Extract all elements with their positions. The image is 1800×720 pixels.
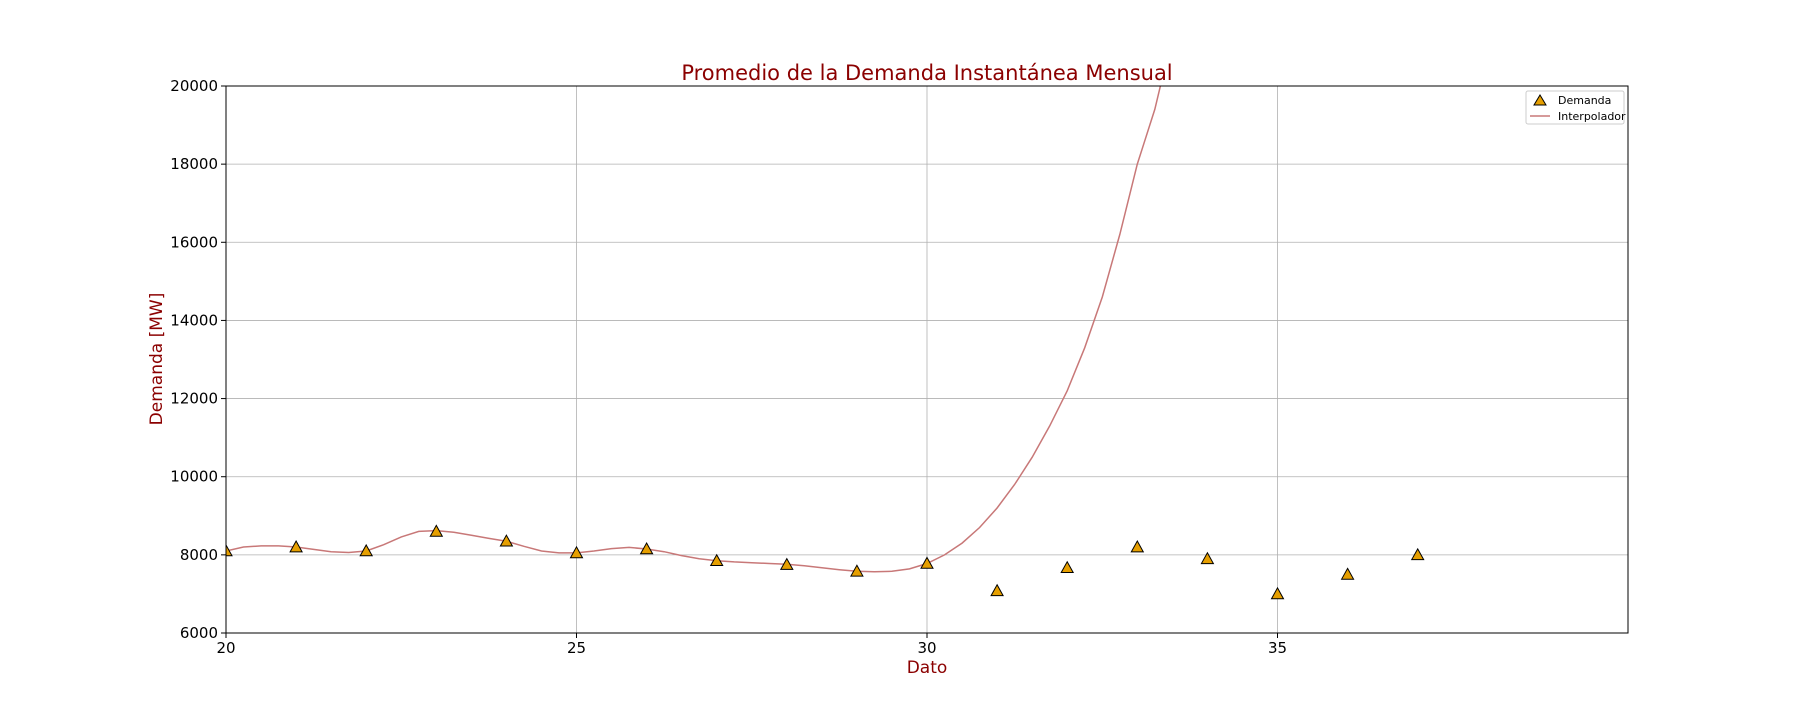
demand-point bbox=[1200, 551, 1215, 565]
y-tick-label: 16000 bbox=[170, 233, 218, 251]
legend-demand-marker-icon bbox=[1533, 94, 1547, 106]
demand-point bbox=[359, 543, 374, 557]
demand-point bbox=[779, 557, 794, 570]
demand-point bbox=[990, 583, 1004, 597]
x-tick-label: 30 bbox=[917, 639, 936, 657]
y-tick-label: 20000 bbox=[170, 77, 218, 95]
y-tick-label: 8000 bbox=[180, 546, 218, 564]
interpolator-line bbox=[226, 86, 1162, 573]
demand-point bbox=[1410, 547, 1425, 561]
demand-point bbox=[920, 556, 934, 569]
demand-point bbox=[429, 524, 444, 537]
y-tick-label: 6000 bbox=[180, 624, 218, 642]
demand-point bbox=[1340, 567, 1355, 580]
x-axis-label: Dato bbox=[907, 658, 948, 678]
x-tick-label: 20 bbox=[216, 639, 235, 657]
demand-point bbox=[569, 545, 584, 559]
demand-marker-layer bbox=[226, 524, 1425, 600]
axis-ticks: 20 25 30 35 6000 8000 10000 12000 14000 16000 1800… bbox=[170, 77, 1287, 657]
demand-point bbox=[1270, 586, 1285, 600]
x-tick-label: 25 bbox=[567, 639, 586, 657]
x-tick-label: 35 bbox=[1268, 639, 1287, 657]
legend: Demanda Interpolador bbox=[1525, 90, 1626, 125]
y-tick-label: 10000 bbox=[170, 468, 218, 486]
legend-interpolator-label: Interpolador bbox=[1558, 110, 1626, 123]
y-tick-label: 14000 bbox=[170, 311, 218, 329]
chart-title: Promedio de la Demanda Instantánea Mensu… bbox=[681, 61, 1172, 85]
y-axis-label: Demanda [MW] bbox=[147, 293, 167, 426]
demand-point bbox=[1130, 540, 1145, 553]
demand-point bbox=[850, 564, 864, 577]
demand-point bbox=[1060, 560, 1075, 574]
demand-point bbox=[289, 540, 303, 553]
grid bbox=[225, 85, 1628, 634]
y-tick-label: 18000 bbox=[170, 155, 218, 173]
interpolator-line-layer bbox=[226, 86, 1162, 573]
demand-point bbox=[639, 541, 654, 555]
demand-point bbox=[226, 543, 233, 557]
demand-point bbox=[709, 553, 724, 567]
legend-box bbox=[1525, 90, 1625, 125]
demand-point bbox=[499, 534, 514, 547]
legend-demand-label: Demanda bbox=[1558, 94, 1611, 107]
y-tick-label: 12000 bbox=[170, 390, 218, 408]
